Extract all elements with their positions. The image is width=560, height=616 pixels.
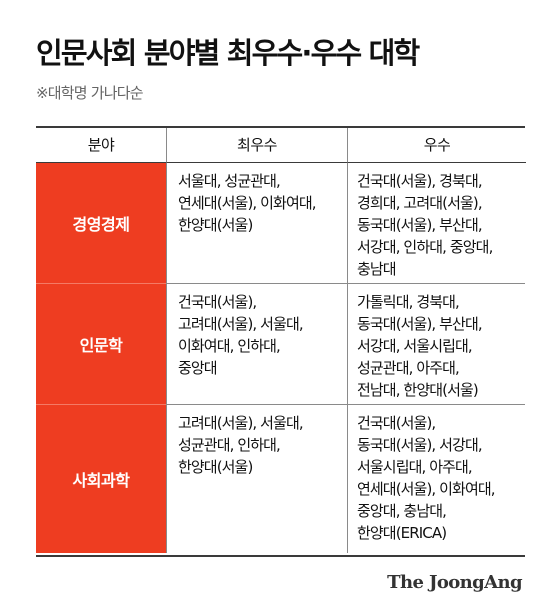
top-cell-humanities: 건국대(서울), 고려대(서울), 서울대, 이화여대, 인하대, 중앙대 <box>178 291 304 379</box>
university-line: 고려대(서울), 서울대, <box>178 414 304 432</box>
excellent-cell-social-science: 건국대(서울), 동국대(서울), 서강대, 서울시립대, 아주대, 연세대(서… <box>357 412 496 544</box>
university-line: 전남대, 한양대(서울) <box>357 381 479 399</box>
university-line: 서울시립대, 아주대, <box>357 458 473 476</box>
university-line: 건국대(서울), <box>357 414 436 432</box>
university-line: 건국대(서울), 경북대, <box>357 172 483 190</box>
sort-note: ※대학명 가나다순 <box>36 84 144 102</box>
excellent-cell-humanities: 가톨릭대, 경북대, 동국대(서울), 부산대, 서강대, 서울시립대, 성균관… <box>357 291 483 401</box>
university-line: 건국대(서울), <box>178 293 257 311</box>
category-divider <box>36 404 166 405</box>
excellent-cell-business: 건국대(서울), 경북대, 경희대, 고려대(서울), 동국대(서울), 부산대… <box>357 170 493 280</box>
header-excellent: 우수 <box>347 128 526 163</box>
university-line: 한양대(ERICA) <box>357 524 447 542</box>
column-divider <box>347 163 348 553</box>
field-cell-social-science: 사회과학 <box>36 405 166 553</box>
row-divider <box>166 283 525 284</box>
column-divider <box>166 163 167 553</box>
university-line: 경희대, 고려대(서울), <box>357 194 483 212</box>
page-title: 인문사회 분야별 최우수·우수 대학 <box>36 36 420 70</box>
top-cell-business: 서울대, 성균관대, 연세대(서울), 이화여대, 한양대(서울) <box>178 170 317 236</box>
university-line: 고려대(서울), 서울대, <box>178 315 304 333</box>
category-divider <box>36 283 166 284</box>
university-line: 한양대(서울) <box>178 458 253 476</box>
publisher-logo: The JoongAng <box>387 572 522 593</box>
university-line: 충남대 <box>357 260 397 278</box>
header-top: 최우수 <box>166 128 347 163</box>
university-line: 이화여대, 인하대, <box>178 337 281 355</box>
university-line: 서강대, 서울시립대, <box>357 337 473 355</box>
university-line: 중앙대 <box>178 359 218 377</box>
university-line: 가톨릭대, 경북대, <box>357 293 460 311</box>
university-line: 동국대(서울), 부산대, <box>357 315 483 333</box>
university-line: 성균관대, 아주대, <box>357 359 460 377</box>
top-cell-social-science: 고려대(서울), 서울대, 성균관대, 인하대, 한양대(서울) <box>178 412 304 478</box>
field-cell-business: 경영경제 <box>36 163 166 283</box>
university-line: 한양대(서울) <box>178 216 253 234</box>
university-line: 연세대(서울), 이화여대, <box>178 194 317 212</box>
field-cell-humanities: 인문학 <box>36 284 166 404</box>
header-field: 분야 <box>36 128 166 163</box>
university-line: 동국대(서울), 서강대, <box>357 436 483 454</box>
university-line: 연세대(서울), 이화여대, <box>357 480 496 498</box>
university-line: 서강대, 인하대, 중앙대, <box>357 238 493 256</box>
university-line: 서울대, 성균관대, <box>178 172 281 190</box>
university-line: 동국대(서울), 부산대, <box>357 216 483 234</box>
university-line: 성균관대, 인하대, <box>178 436 281 454</box>
row-divider <box>166 404 525 405</box>
university-line: 중앙대, 충남대, <box>357 502 447 520</box>
university-table: 분야 최우수 우수 경영경제 인문학 사회과학 서울대, 성균관대, 연세대(서… <box>36 126 526 557</box>
